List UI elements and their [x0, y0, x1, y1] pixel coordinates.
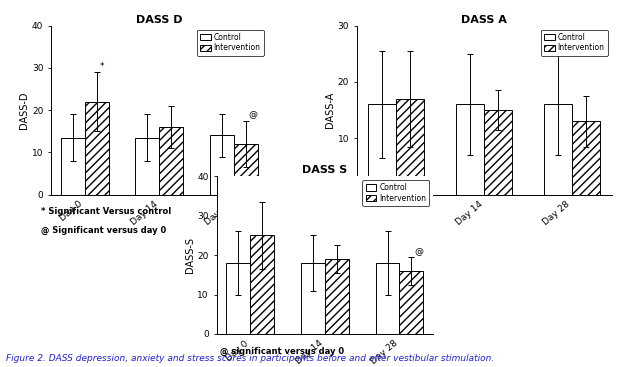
Bar	[159, 127, 183, 195]
Y-axis label: DASS-A: DASS-A	[325, 92, 335, 128]
Bar	[544, 105, 572, 195]
Bar	[301, 263, 325, 334]
Bar	[484, 110, 512, 195]
Title: DASS A: DASS A	[461, 15, 507, 25]
Bar	[399, 271, 424, 334]
Bar	[234, 144, 258, 195]
Bar	[210, 135, 234, 195]
Y-axis label: DASS-S: DASS-S	[185, 237, 195, 273]
Text: @: @	[248, 110, 258, 119]
Text: * Significant Versus control: * Significant Versus control	[41, 207, 171, 217]
Bar	[136, 138, 159, 195]
Y-axis label: DASS-D: DASS-D	[19, 91, 29, 129]
Title: DASS S: DASS S	[302, 166, 348, 175]
Bar	[85, 102, 108, 195]
Bar	[61, 138, 85, 195]
Text: @ significant versus day 0: @ significant versus day 0	[220, 347, 344, 356]
Text: @ Significant versus day 0: @ Significant versus day 0	[41, 226, 167, 235]
Bar	[226, 263, 250, 334]
Bar	[250, 235, 274, 334]
Bar	[376, 263, 399, 334]
Text: @: @	[414, 247, 424, 256]
Bar	[396, 99, 424, 195]
Text: Figure 2. DASS depression, anxiety and stress scores in participants before and : Figure 2. DASS depression, anxiety and s…	[6, 354, 494, 363]
Title: DASS D: DASS D	[136, 15, 182, 25]
Bar	[456, 105, 484, 195]
Bar	[368, 105, 396, 195]
Legend: Control, Intervention: Control, Intervention	[362, 180, 429, 206]
Legend: Control, Intervention: Control, Intervention	[197, 29, 264, 55]
Legend: Control, Intervention: Control, Intervention	[541, 29, 608, 55]
Bar	[572, 121, 600, 195]
Text: *: *	[99, 62, 104, 71]
Bar	[325, 259, 348, 334]
